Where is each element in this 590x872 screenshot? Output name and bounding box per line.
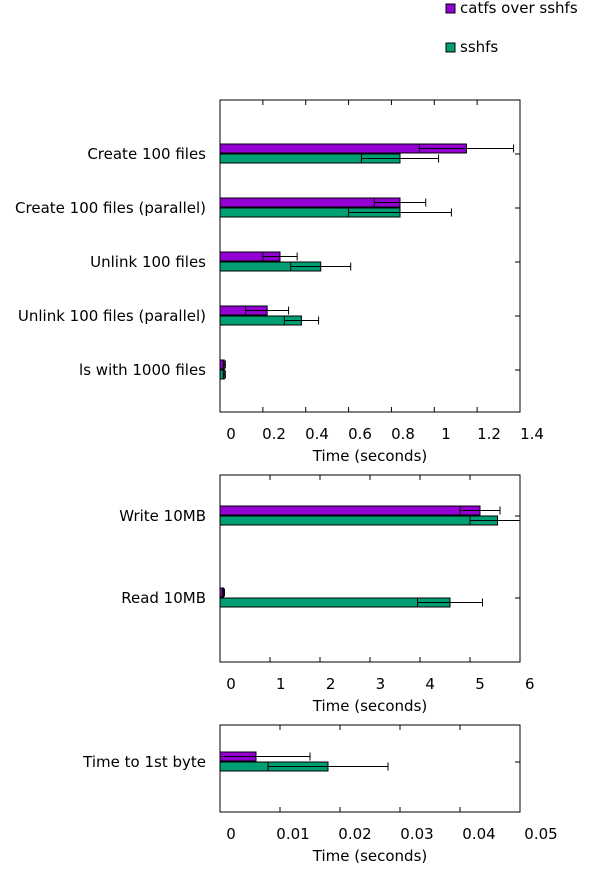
- category-label: Create 100 files: [87, 145, 206, 163]
- category-label: Unlink 100 files (parallel): [18, 307, 206, 325]
- x-tick-label: 1.2: [477, 425, 501, 443]
- x-tick-label: 3: [376, 675, 386, 693]
- x-tick-label: 0: [226, 675, 236, 693]
- category-label: Write 10MB: [119, 507, 206, 525]
- x-tick-label: 0.8: [391, 425, 415, 443]
- plots: 0 0.2 0.4 0.6 0.8 1 1.2 1.4 Time (seconds) Create…: [15, 99, 558, 865]
- x-tick-label: 2: [326, 675, 336, 693]
- x-tick-label: 0.2: [262, 425, 286, 443]
- x-tick-label: 1: [441, 425, 451, 443]
- x-tick-label: 0.02: [338, 825, 371, 843]
- x-tick-label: 0.6: [348, 425, 372, 443]
- category-label: Create 100 files (parallel): [15, 199, 206, 217]
- plot-2: 0 1 2 3 4 5 6 Time (seconds) Write 10MB Read 10MB: [119, 474, 535, 715]
- x-tick-label: 0: [226, 425, 236, 443]
- x-tick-label: 5: [475, 675, 485, 693]
- x-tick-label: 6: [525, 675, 535, 693]
- x-tick-label: 0.4: [305, 425, 329, 443]
- bar-sshfs: [219, 515, 498, 526]
- category-label: Time to 1st byte: [82, 753, 206, 771]
- bar-catfs: [219, 197, 401, 208]
- legend: catfs over sshfs sshfs: [445, 0, 578, 56]
- x-tick-label: 0.01: [276, 825, 309, 843]
- legend-swatch-catfs: [445, 3, 456, 14]
- x-tick-label: 0.05: [524, 825, 557, 843]
- x-axis-label: Time (seconds): [312, 697, 428, 715]
- plot-1: 0 0.2 0.4 0.6 0.8 1 1.2 1.4 Time (seconds) Create…: [15, 99, 544, 465]
- x-tick-label: 0.03: [400, 825, 433, 843]
- bar-catfs: [219, 505, 481, 516]
- plot-frame: [219, 474, 521, 663]
- category-label: Unlink 100 files: [90, 253, 206, 271]
- x-axis-label: Time (seconds): [312, 847, 428, 865]
- legend-label-sshfs: sshfs: [460, 38, 498, 56]
- bar-sshfs: [219, 597, 451, 608]
- category-label: Read 10MB: [121, 589, 206, 607]
- x-tick-label: 1: [276, 675, 286, 693]
- category-label: ls with 1000 files: [79, 361, 206, 379]
- x-tick-label: 0.04: [462, 825, 495, 843]
- legend-label-catfs: catfs over sshfs: [460, 0, 578, 17]
- x-axis-label: Time (seconds): [312, 447, 428, 465]
- legend-swatch-sshfs: [445, 42, 456, 53]
- x-tick-label: 4: [425, 675, 435, 693]
- plot-3: 0 0.01 0.02 0.03 0.04 0.05 Time (seconds) Time …: [82, 724, 558, 865]
- x-tick-label: 1.4: [520, 425, 544, 443]
- x-tick-label: 0: [226, 825, 236, 843]
